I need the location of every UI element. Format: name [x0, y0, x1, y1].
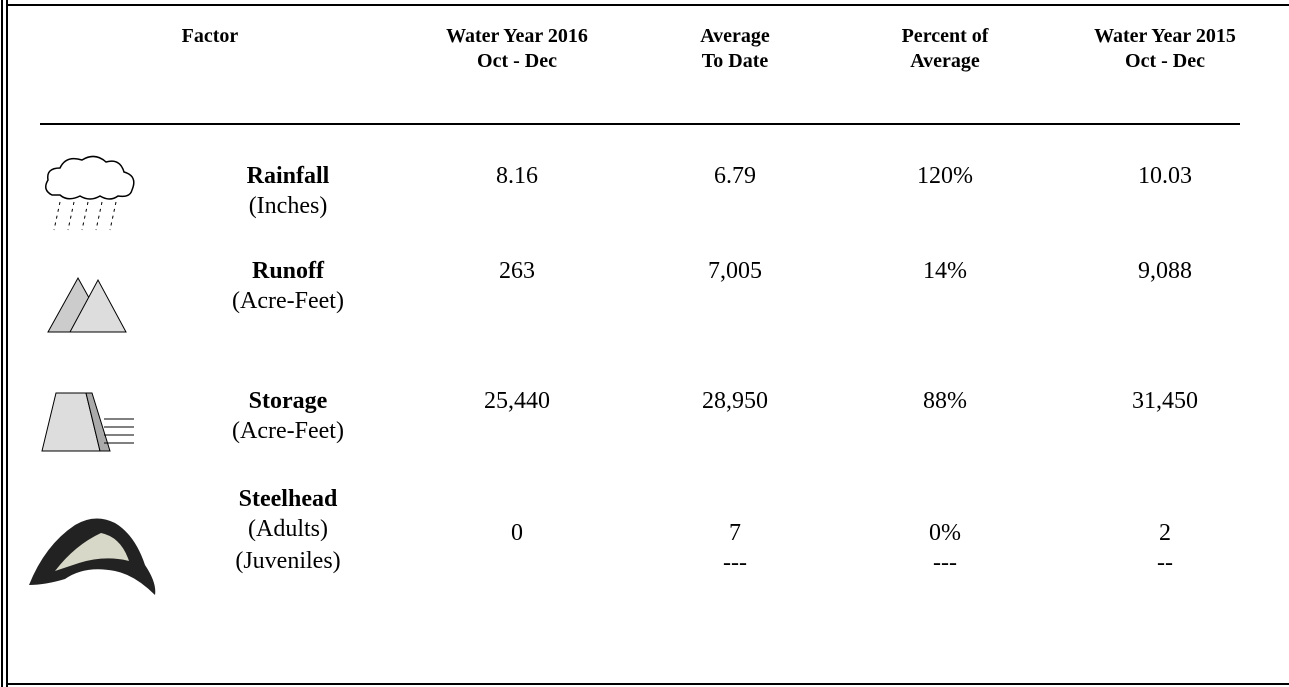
fish-icon [25, 505, 165, 600]
header-line: Average [635, 24, 835, 49]
cell-value: 6.79 [635, 160, 835, 192]
header-line: Factor [110, 24, 310, 49]
cell-value: 8.16 [417, 160, 617, 192]
cell-value: 9,088 [1065, 255, 1265, 287]
cell-value: 7,005 [635, 255, 835, 287]
cell-value: 31,450 [1065, 385, 1265, 417]
factor-unit: (Adults) [188, 513, 388, 545]
header-line: Oct - Dec [417, 49, 617, 74]
factor-unit: (Inches) [188, 190, 388, 222]
header-line: Oct - Dec [1065, 49, 1265, 74]
mountain-icon [40, 262, 140, 337]
cell-value: 28,950 [635, 385, 835, 417]
header-line: Percent of [845, 24, 1045, 49]
cell-value: 14% [845, 255, 1045, 287]
cell-value: --- [635, 547, 835, 579]
factor-name: Runoff [188, 255, 388, 287]
header-rule [40, 123, 1240, 125]
border [1, 0, 3, 687]
cell-value: 2 [1065, 517, 1265, 549]
border [8, 4, 1289, 6]
dam-icon [38, 385, 148, 460]
cell-value: -- [1065, 547, 1265, 579]
cell-value: 0 [417, 517, 617, 549]
header-line: Average [845, 49, 1045, 74]
header-line: Water Year 2016 [417, 24, 617, 49]
border [6, 0, 8, 687]
cell-value: --- [845, 547, 1045, 579]
header-line: Water Year 2015 [1065, 24, 1265, 49]
factor-unit: (Acre-Feet) [188, 285, 388, 317]
factor-unit: (Acre-Feet) [188, 415, 388, 447]
page: {"table":{ "header":[["Factor"],["Water … [0, 0, 1289, 687]
border [8, 683, 1289, 685]
cell-value: 120% [845, 160, 1045, 192]
cell-value: 25,440 [417, 385, 617, 417]
column-header: Factor [110, 24, 310, 49]
factor-name: Rainfall [188, 160, 388, 192]
cell-value: 88% [845, 385, 1045, 417]
cell-value: 0% [845, 517, 1045, 549]
rain-icon [40, 150, 140, 235]
cell-value: 263 [417, 255, 617, 287]
factor-unit: (Juveniles) [188, 545, 388, 577]
header-line: To Date [635, 49, 835, 74]
cell-value: 7 [635, 517, 835, 549]
factor-name: Storage [188, 385, 388, 417]
factor-name: Steelhead [188, 483, 388, 515]
cell-value: 10.03 [1065, 160, 1265, 192]
